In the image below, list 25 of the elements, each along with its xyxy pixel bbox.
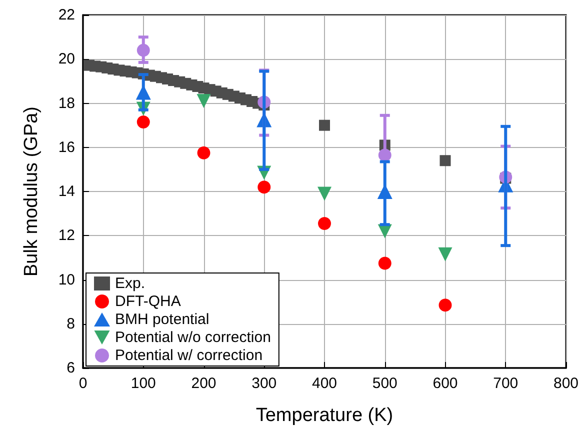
x-tick-label: 700 xyxy=(493,375,518,392)
x-tick-label: 400 xyxy=(312,375,338,392)
y-tick-label: 16 xyxy=(58,138,75,156)
x-tick-label: 100 xyxy=(130,375,156,392)
legend-label: Potential w/ correction xyxy=(115,347,263,364)
x-tick-label: 200 xyxy=(191,375,216,392)
x-tick-label: 600 xyxy=(432,375,458,392)
legend-label: BMH potential xyxy=(115,311,210,328)
x-tick-label: 0 xyxy=(78,375,88,392)
y-tick-label: 20 xyxy=(58,50,75,68)
y-tick-label: 10 xyxy=(58,271,75,288)
x-tick-label: 300 xyxy=(252,375,277,392)
legend-label: Potential w/o correction xyxy=(115,329,271,346)
y-tick-label: 14 xyxy=(58,183,75,200)
y-tick-label: 8 xyxy=(66,315,75,332)
legend-label: Exp. xyxy=(115,275,146,292)
y-tick-label: 6 xyxy=(66,360,75,376)
y-axis-title: Bulk modulus (GPa) xyxy=(21,106,42,277)
y-tick-label: 22 xyxy=(58,6,75,24)
legend-label: DFT-QHA xyxy=(115,293,181,310)
x-tick-label: 500 xyxy=(372,375,398,392)
y-tick-label: 12 xyxy=(58,227,75,244)
x-axis-title: Temperature (K) xyxy=(256,405,394,426)
y-tick-label: 18 xyxy=(58,94,75,112)
x-tick-label: 800 xyxy=(553,375,579,392)
